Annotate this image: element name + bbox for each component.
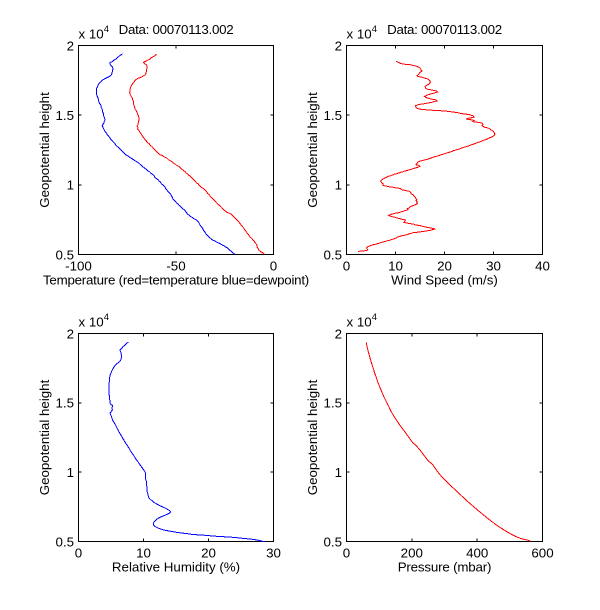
svg-text:2: 2 [67,326,74,341]
svg-text:0.5: 0.5 [55,534,74,549]
svg-text:20: 20 [437,258,452,273]
svg-text:400: 400 [466,545,488,560]
svg-text:1.5: 1.5 [323,396,342,411]
svg-text:600: 600 [531,545,553,560]
svg-text:Pressure (mbar): Pressure (mbar) [398,560,492,575]
svg-text:x 104: x 104 [79,312,110,330]
svg-text:30: 30 [486,258,501,273]
svg-text:20: 20 [201,545,216,560]
svg-text:2: 2 [335,38,342,53]
svg-text:Geopotential height: Geopotential height [37,92,52,208]
svg-text:Geopotential height: Geopotential height [305,379,320,495]
svg-text:0: 0 [75,545,82,560]
svg-text:-100: -100 [65,258,92,273]
svg-text:10: 10 [388,258,403,273]
svg-text:0.5: 0.5 [55,247,74,262]
svg-text:200: 200 [401,545,423,560]
svg-text:1: 1 [67,465,74,480]
svg-text:1.5: 1.5 [55,108,74,123]
svg-text:0.5: 0.5 [323,247,342,262]
svg-text:Data: 00070113.002: Data: 00070113.002 [387,22,502,37]
svg-text:x 104: x 104 [347,24,378,42]
svg-text:Geopotential height: Geopotential height [37,379,52,495]
svg-text:10: 10 [136,545,151,560]
svg-text:0: 0 [343,545,350,560]
svg-text:1: 1 [335,465,342,480]
svg-text:40: 40 [535,258,550,273]
svg-text:0: 0 [343,258,350,273]
svg-text:-50: -50 [166,258,185,273]
svg-text:1.5: 1.5 [323,108,342,123]
svg-text:1: 1 [67,178,74,193]
svg-text:1: 1 [335,178,342,193]
svg-text:x 104: x 104 [347,312,378,330]
svg-text:Temperature (red=temperature b: Temperature (red=temperature blue=dewpoi… [43,273,309,288]
svg-text:Wind Speed (m/s): Wind Speed (m/s) [391,273,498,288]
svg-text:30: 30 [266,545,281,560]
svg-text:2: 2 [67,38,74,53]
svg-text:x 104: x 104 [79,24,110,42]
svg-text:1.5: 1.5 [55,396,74,411]
svg-text:Relative Humidity (%): Relative Humidity (%) [112,560,240,575]
svg-text:0: 0 [270,258,277,273]
svg-text:Geopotential height: Geopotential height [305,92,320,208]
svg-text:0.5: 0.5 [323,534,342,549]
svg-text:Data: 00070113.002: Data: 00070113.002 [119,22,234,37]
svg-text:2: 2 [335,326,342,341]
